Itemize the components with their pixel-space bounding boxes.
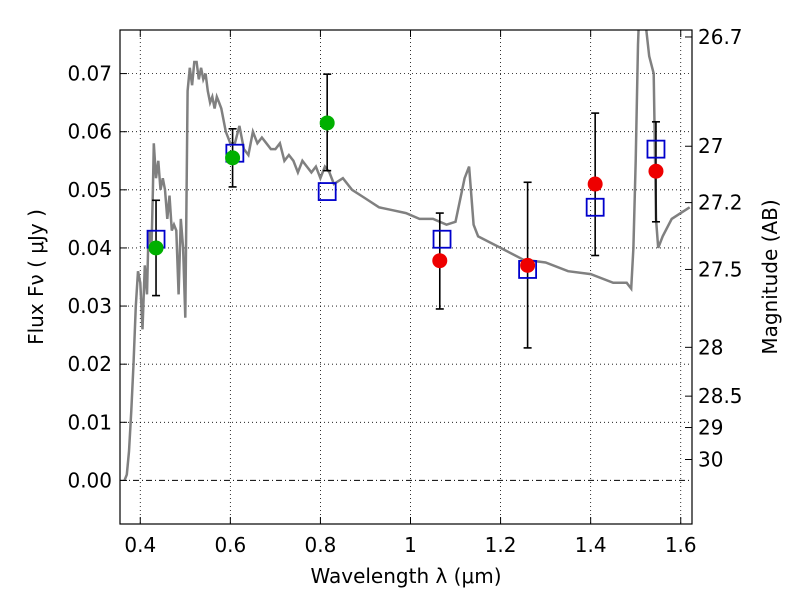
- infrared-point: [587, 176, 603, 192]
- x-axis-label: Wavelength λ (μm): [310, 564, 501, 588]
- x-tick-label: 0.8: [305, 533, 337, 557]
- right-tick-label: 28.5: [698, 384, 743, 408]
- x-tick-label: 1: [404, 533, 417, 557]
- right-axis-label: Magnitude (AB): [758, 199, 782, 354]
- y-tick-label: 0.06: [67, 120, 112, 144]
- model-square-marker: [646, 139, 666, 159]
- x-tick-label: 1.6: [665, 533, 697, 557]
- optical-point: [148, 240, 164, 256]
- y-tick-label: 0.02: [67, 352, 112, 376]
- right-tick-label: 28: [698, 335, 723, 359]
- right-tick-label: 30: [698, 447, 723, 471]
- observed-markers: [148, 115, 664, 273]
- right-tick-label: 26.7: [698, 25, 743, 49]
- y-tick-label: 0.03: [67, 294, 112, 318]
- y-tick-label: 0.00: [67, 468, 112, 492]
- x-tick-label: 0.4: [124, 533, 156, 557]
- right-axis-ticks: 26.7 27 27.2 27.5 28 28.5 29 30: [685, 25, 743, 471]
- right-tick-label: 29: [698, 416, 723, 440]
- x-tick-label: 0.6: [214, 533, 246, 557]
- plot-area: [123, 30, 691, 481]
- x-axis-ticks: 0.4 0.6 0.8 1 1.2 1.4 1.6: [124, 30, 697, 557]
- model-square-marker: [585, 197, 605, 217]
- y-axis-ticks: 0.00 0.01 0.02 0.03 0.04 0.05 0.06 0.07: [67, 62, 127, 492]
- optical-point: [225, 150, 241, 166]
- x-tick-label: 1.2: [485, 533, 517, 557]
- plot-frame: [119, 29, 693, 525]
- y-tick-label: 0.01: [67, 410, 112, 434]
- right-tick-label: 27.2: [698, 191, 743, 215]
- y-tick-label: 0.07: [67, 62, 112, 86]
- infrared-point: [432, 253, 448, 269]
- infrared-point: [520, 257, 536, 273]
- model-square-marker: [432, 229, 452, 249]
- model-square-marker: [317, 182, 337, 201]
- x-tick-label: 1.4: [575, 533, 607, 557]
- spectrum-line: [123, 30, 691, 481]
- optical-point: [319, 115, 335, 131]
- right-tick-label: 27: [698, 134, 723, 158]
- y-tick-label: 0.04: [67, 236, 112, 260]
- infrared-point: [648, 163, 664, 179]
- y-axis-label: Flux Fν ( μJy ): [24, 209, 48, 345]
- plot-background: [120, 30, 692, 524]
- y-tick-label: 0.05: [67, 178, 112, 202]
- right-tick-label: 27.5: [698, 257, 743, 281]
